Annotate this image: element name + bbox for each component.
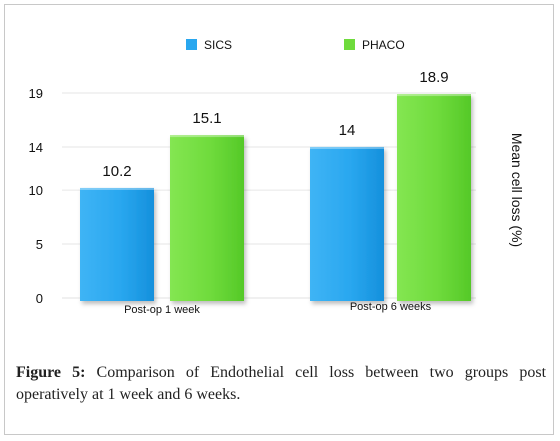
- bars: 10.2 15.1 14 18.9: [80, 69, 471, 301]
- bar-phaco-2: [397, 94, 471, 301]
- category-label: Post-op 6 weeks: [350, 301, 432, 313]
- category-label: Post-op 1 week: [124, 304, 200, 316]
- legend-swatch-phaco: [344, 39, 355, 50]
- caption-text: Comparison of Endothelial cell loss betw…: [16, 364, 547, 403]
- y-tick-label: 0: [36, 291, 43, 306]
- data-label: 15.1: [192, 110, 221, 127]
- y-axis-label: Mean cell loss (%): [509, 133, 525, 247]
- y-tick-label: 5: [36, 237, 43, 252]
- legend-label-sics: SICS: [204, 38, 232, 52]
- y-tick-label: 19: [29, 86, 43, 101]
- caption-label: Figure 5:: [16, 364, 86, 381]
- figure-caption: Figure 5: Comparison of Endothelial cell…: [16, 362, 546, 406]
- y-tick-label: 14: [29, 140, 43, 155]
- y-tick-label: 10: [29, 183, 43, 198]
- data-label: 10.2: [102, 163, 131, 180]
- data-label: 18.9: [419, 69, 448, 86]
- bar-highlight: [397, 94, 471, 97]
- legend-label-phaco: PHACO: [362, 38, 405, 52]
- category-labels: Post-op 1 week Post-op 6 weeks: [124, 301, 432, 316]
- bar-sics-2: [310, 146, 384, 301]
- bar-phaco-1: [170, 135, 244, 301]
- bar-sics-1: [80, 187, 154, 301]
- bar-highlight: [80, 187, 154, 190]
- bar-chart: SICS PHACO 0 5 10 14 19 10.2 15.1 14 18.9 Post-o…: [29, 38, 525, 316]
- legend-swatch-sics: [186, 39, 197, 50]
- legend: SICS PHACO: [186, 38, 405, 52]
- bar-highlight: [310, 146, 384, 149]
- bar-highlight: [170, 135, 244, 138]
- data-label: 14: [339, 122, 356, 139]
